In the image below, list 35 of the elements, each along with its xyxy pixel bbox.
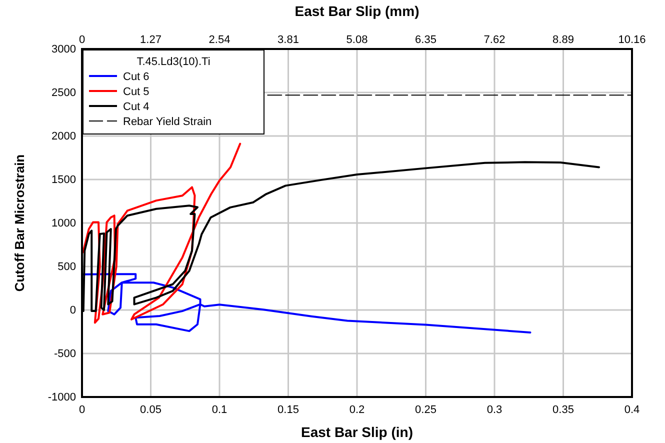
x-tick-label: 0.1 bbox=[212, 404, 228, 416]
x2-tick-label: 2.54 bbox=[208, 34, 230, 46]
y-tick-label: 1000 bbox=[52, 218, 76, 230]
x-tick-label: 0.3 bbox=[486, 404, 502, 416]
x2-tick-label: 10.16 bbox=[618, 34, 646, 46]
legend-title: T.45.Ld3(10).Ti bbox=[136, 56, 210, 68]
legend-label: Cut 6 bbox=[123, 71, 150, 83]
y-tick-label: -500 bbox=[54, 348, 76, 360]
legend-label: Rebar Yield Strain bbox=[123, 116, 212, 128]
x-tick-label: 0.35 bbox=[552, 404, 574, 416]
x-tick-label: 0.2 bbox=[349, 404, 365, 416]
x-tick-label: 0.15 bbox=[278, 404, 299, 416]
x2-tick-label: 0 bbox=[78, 34, 86, 46]
legend-label: Cut 4 bbox=[123, 101, 150, 113]
x-tick-label: 0.25 bbox=[415, 404, 436, 416]
x2-tick-label: 1.27 bbox=[140, 34, 162, 46]
x2-tick-label: 5.08 bbox=[346, 34, 368, 46]
y-axis-title: Cutoff Bar Microstrain bbox=[12, 154, 27, 292]
x-tick-label: 0.4 bbox=[624, 404, 640, 416]
x2-tick-label: 8.89 bbox=[552, 34, 574, 46]
y-tick-label: 500 bbox=[58, 261, 76, 274]
legend-label: Cut 5 bbox=[123, 86, 150, 98]
x-axis-title: East Bar Slip (in) bbox=[300, 424, 414, 440]
y-tick-label: 2500 bbox=[52, 87, 76, 100]
x-tick-label: 0 bbox=[78, 404, 86, 416]
x2-tick-label: 6.35 bbox=[415, 34, 436, 46]
y-tick-label: 0 bbox=[70, 304, 76, 317]
y-tick-label: -1000 bbox=[48, 392, 76, 404]
x-tick-label: 0.05 bbox=[140, 404, 162, 416]
y-tick-label: 2000 bbox=[52, 130, 76, 143]
x2-tick-label: 7.62 bbox=[484, 34, 506, 46]
x2-tick-label: 3.81 bbox=[278, 34, 299, 46]
x2-axis-title: East Bar Slip (mm) bbox=[294, 3, 420, 19]
y-tick-label: 1500 bbox=[52, 174, 76, 186]
y-tick-label: 3000 bbox=[52, 44, 76, 56]
